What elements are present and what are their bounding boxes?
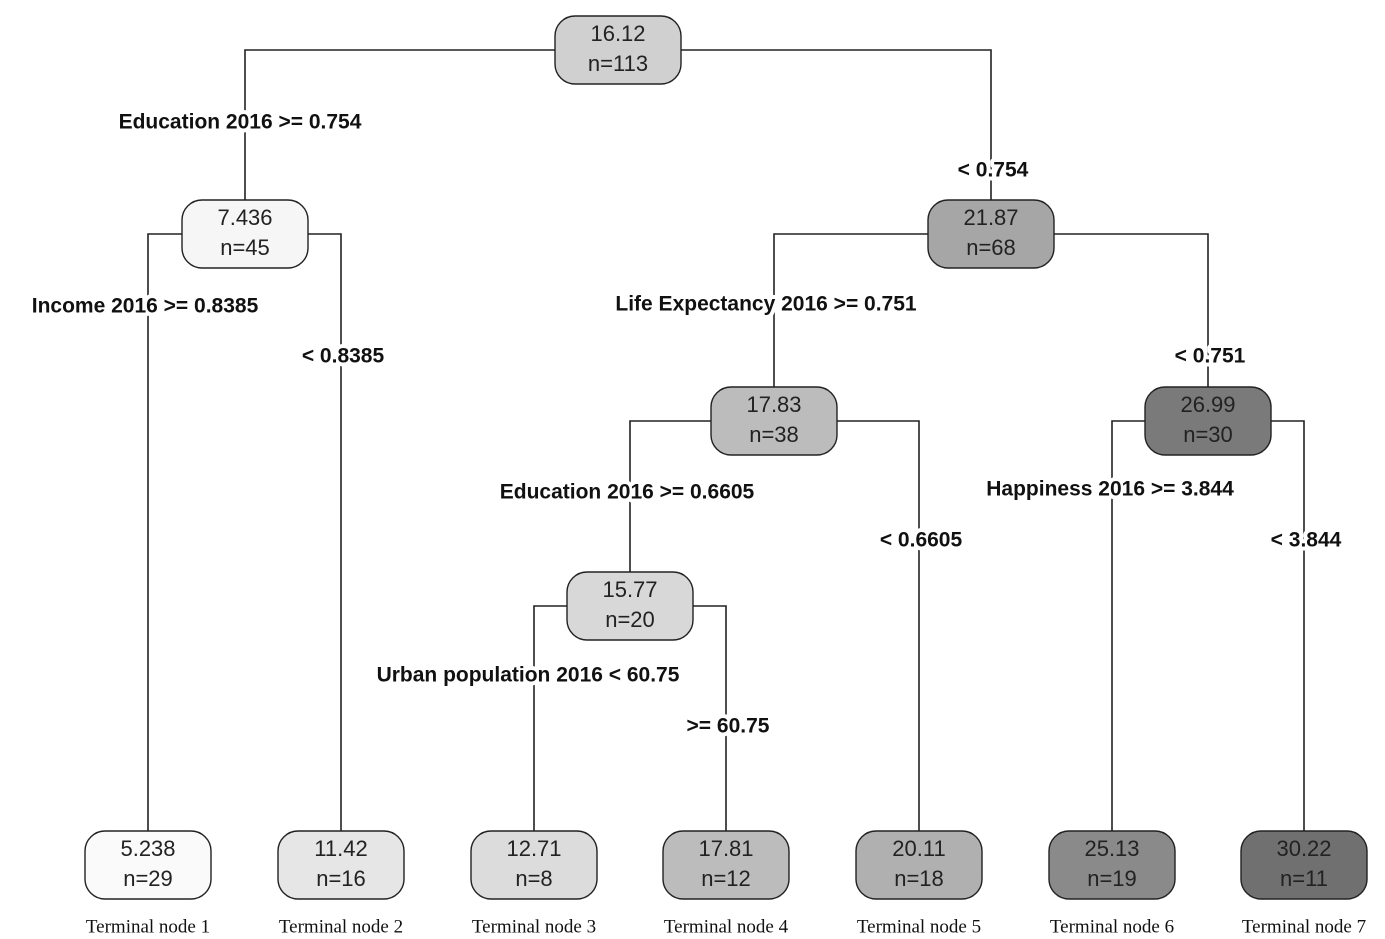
node-value: 17.81 [698, 836, 753, 861]
node-count: n=38 [749, 422, 799, 447]
node-value: 16.12 [590, 21, 645, 46]
tree-node: 20.11 n=18 [855, 830, 983, 900]
terminal-label: Terminal node 4 [664, 916, 789, 937]
node-count: n=18 [894, 866, 944, 891]
node-value: 11.42 [314, 836, 367, 861]
terminal-label: Terminal node 7 [1242, 916, 1366, 937]
split-label: < 0.751 [1175, 345, 1246, 368]
node-count: n=8 [515, 866, 552, 891]
tree-node: 30.22 n=11 [1240, 830, 1368, 900]
node-count: n=20 [605, 607, 655, 632]
tree-node: 21.87 n=68 [927, 199, 1055, 269]
split-label: Income 2016 >= 0.8385 [32, 295, 259, 318]
tree-node: 5.238 n=29 [84, 830, 212, 900]
tree-node: 17.81 n=12 [662, 830, 790, 900]
node-box [1048, 830, 1176, 900]
tree-node: 7.436 n=45 [181, 199, 309, 269]
terminal-label: Terminal node 2 [279, 916, 403, 937]
node-value: 20.11 [892, 836, 945, 861]
node-box [470, 830, 598, 900]
terminal-label: Terminal node 5 [857, 916, 981, 937]
node-count: n=113 [588, 51, 648, 76]
node-value: 12.71 [506, 836, 561, 861]
tree-node: 15.77 n=20 [566, 571, 694, 641]
split-label: < 0.6605 [880, 529, 963, 552]
edge [147, 233, 342, 831]
node-box [566, 571, 694, 641]
node-value: 5.238 [120, 836, 175, 861]
node-box [181, 199, 309, 269]
node-count: n=16 [316, 866, 366, 891]
split-label: Education 2016 >= 0.754 [119, 111, 362, 134]
node-count: n=30 [1183, 422, 1233, 447]
tree-node: 17.83 n=38 [710, 386, 838, 456]
node-value: 15.77 [602, 577, 657, 602]
node-value: 21.87 [963, 205, 1018, 230]
tree-node: 12.71 n=8 [470, 830, 598, 900]
split-label: Education 2016 >= 0.6605 [500, 481, 755, 504]
node-box [710, 386, 838, 456]
node-count: n=45 [220, 235, 270, 260]
node-box [1144, 386, 1272, 456]
node-box [855, 830, 983, 900]
node-box [927, 199, 1055, 269]
node-value: 7.436 [217, 205, 272, 230]
tree-node: 11.42 n=16 [277, 830, 405, 900]
node-box [554, 15, 682, 85]
split-label: Happiness 2016 >= 3.844 [986, 478, 1234, 501]
node-value: 17.83 [746, 392, 801, 417]
split-label: < 0.754 [958, 159, 1029, 182]
tree-node: 26.99 n=30 [1144, 386, 1272, 456]
node-count: n=12 [701, 866, 751, 891]
node-value: 26.99 [1180, 392, 1235, 417]
node-count: n=29 [123, 866, 173, 891]
node-value: 25.13 [1084, 836, 1139, 861]
node-box [662, 830, 790, 900]
terminal-label: Terminal node 1 [86, 916, 210, 937]
node-count: n=68 [966, 235, 1016, 260]
node-value: 30.22 [1276, 836, 1331, 861]
terminal-label: Terminal node 3 [472, 916, 596, 937]
node-box [277, 830, 405, 900]
node-count: n=19 [1087, 866, 1137, 891]
node-count: n=11 [1280, 866, 1328, 891]
split-label: < 3.844 [1271, 529, 1342, 552]
tree-node: 16.12 n=113 [554, 15, 682, 85]
split-label: Life Expectancy 2016 >= 0.751 [615, 293, 917, 316]
node-box [84, 830, 212, 900]
terminal-label: Terminal node 6 [1050, 916, 1174, 937]
split-label: Urban population 2016 < 60.75 [377, 664, 680, 687]
split-label: >= 60.75 [687, 715, 770, 738]
node-box [1240, 830, 1368, 900]
tree-node: 25.13 n=19 [1048, 830, 1176, 900]
split-label: < 0.8385 [302, 345, 385, 368]
